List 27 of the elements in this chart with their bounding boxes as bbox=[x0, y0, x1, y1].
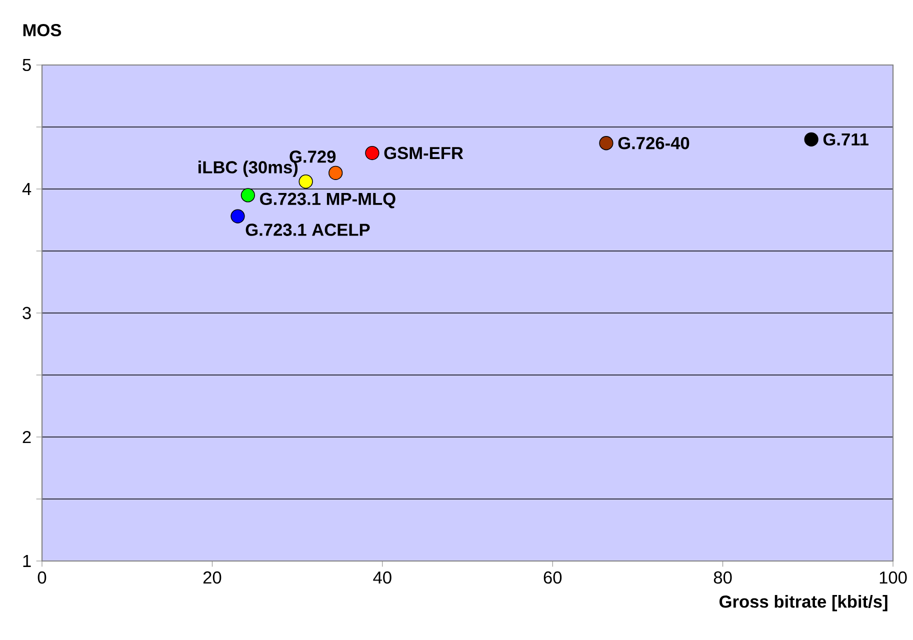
x-tick-label: 20 bbox=[203, 571, 222, 584]
series-label: G.723.1 MP-MLQ bbox=[260, 192, 396, 208]
point bbox=[240, 188, 256, 202]
series-label: G.726-40 bbox=[618, 136, 690, 150]
series-label: G.711 bbox=[823, 133, 868, 146]
point bbox=[365, 146, 380, 160]
y-tick-label: 5 bbox=[22, 58, 31, 72]
y-tick-label: 3 bbox=[22, 306, 31, 320]
x-tick-label: 60 bbox=[544, 571, 562, 584]
y-tick-label: 1 bbox=[23, 555, 31, 567]
point bbox=[298, 174, 313, 189]
x-axis-title: Gross bitrate [kbit/s] bbox=[719, 595, 888, 612]
y-axis-title: MOS bbox=[23, 24, 62, 36]
series-label: GSM-EFR bbox=[384, 146, 464, 160]
y-tick-label: 4 bbox=[22, 183, 32, 195]
series-label: iLBC (30ms) bbox=[198, 160, 298, 177]
series-label: G.723.1 ACELP bbox=[246, 224, 370, 236]
x-tick-label: 80 bbox=[714, 571, 732, 584]
point bbox=[230, 209, 245, 224]
point bbox=[804, 132, 818, 146]
x-tick-label: 0 bbox=[38, 571, 46, 584]
x-tick-label: 100 bbox=[880, 571, 907, 584]
x-tick-label: 40 bbox=[373, 571, 392, 584]
point bbox=[599, 136, 614, 150]
y-tick-label: 2 bbox=[22, 430, 31, 444]
point bbox=[328, 166, 343, 180]
series-label: G.729 bbox=[290, 150, 336, 163]
